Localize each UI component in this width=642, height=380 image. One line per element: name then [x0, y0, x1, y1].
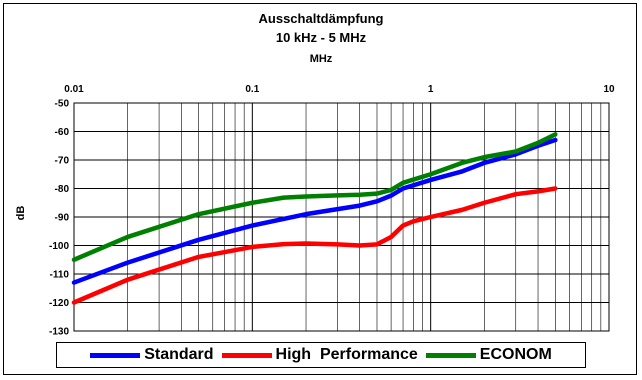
x-axis-label: MHz — [309, 53, 333, 65]
x-tick-label: 0.1 — [245, 84, 259, 95]
y-tick-label: -110 — [50, 270, 70, 281]
series-line-high-performance — [71, 186, 558, 305]
legend-item-econom: ECONOM — [425, 346, 552, 364]
y-tick-label: -90 — [55, 213, 70, 224]
legend-label-econom: ECONOM — [479, 346, 552, 363]
legend-item-high-performance: High Performance — [221, 346, 418, 364]
legend-item-standard: Standard — [90, 346, 214, 364]
y-tick-label: -50 — [55, 99, 70, 110]
chart-title: Ausschaltdämpfung — [258, 11, 384, 26]
legend-label-high-performance: High Performance — [275, 346, 418, 363]
grid — [73, 102, 610, 332]
legend-label-standard: Standard — [144, 346, 214, 363]
tick-labels: 0.01 0.1 1 10 -50 -60 -70 -80 -90 -100 -110 -120 -13… — [49, 84, 615, 338]
x-tick-label: 1 — [428, 84, 434, 95]
series-line-econom — [71, 132, 558, 262]
series-lines — [71, 132, 558, 305]
x-tick-label: 0.01 — [64, 84, 84, 95]
x-tick-label: 10 — [603, 84, 615, 95]
legend-swatch-econom — [425, 352, 476, 358]
y-tick-label: -70 — [55, 156, 70, 167]
y-tick-label: -100 — [49, 241, 69, 252]
y-tick-label: -130 — [49, 327, 69, 338]
legend: Standard High Performance ECONOM — [56, 342, 586, 368]
legend-swatch-standard — [90, 352, 141, 358]
legend-swatch-high-performance — [221, 352, 272, 358]
y-tick-label: -80 — [55, 184, 70, 195]
y-tick-label: -120 — [49, 298, 69, 309]
y-tick-label: -60 — [55, 127, 70, 138]
chart-subtitle: 10 kHz - 5 MHz — [275, 30, 367, 45]
series-line-standard — [71, 137, 558, 285]
